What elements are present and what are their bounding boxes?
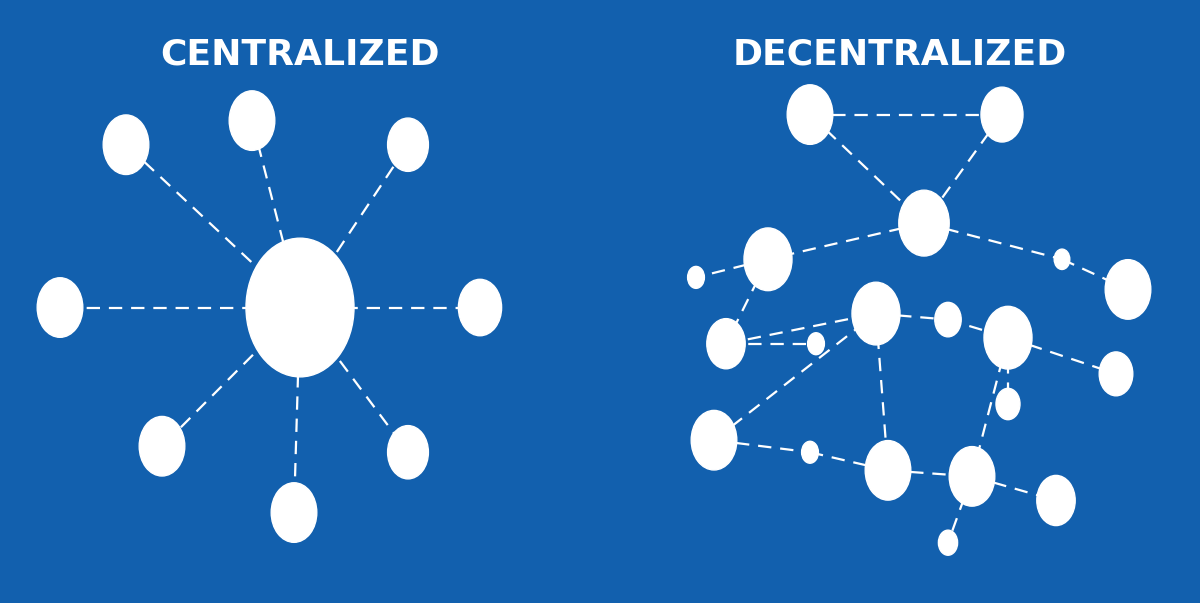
Ellipse shape: [1037, 475, 1075, 526]
Ellipse shape: [996, 388, 1020, 420]
Text: DECENTRALIZED: DECENTRALIZED: [733, 37, 1067, 71]
Ellipse shape: [1055, 249, 1070, 270]
Ellipse shape: [388, 426, 428, 479]
Ellipse shape: [388, 118, 428, 171]
Ellipse shape: [744, 228, 792, 291]
Ellipse shape: [802, 441, 818, 463]
Ellipse shape: [688, 267, 704, 288]
Ellipse shape: [103, 115, 149, 174]
Ellipse shape: [1105, 260, 1151, 319]
Ellipse shape: [949, 447, 995, 506]
Ellipse shape: [865, 441, 911, 500]
Ellipse shape: [787, 85, 833, 144]
Ellipse shape: [707, 318, 745, 369]
Ellipse shape: [691, 411, 737, 470]
Ellipse shape: [271, 483, 317, 542]
Ellipse shape: [852, 282, 900, 345]
Ellipse shape: [982, 87, 1022, 142]
Ellipse shape: [246, 238, 354, 377]
Ellipse shape: [458, 279, 502, 336]
Ellipse shape: [37, 278, 83, 337]
Ellipse shape: [899, 190, 949, 256]
Ellipse shape: [139, 417, 185, 476]
Ellipse shape: [935, 302, 961, 337]
Ellipse shape: [984, 306, 1032, 369]
Ellipse shape: [229, 91, 275, 150]
Ellipse shape: [1099, 352, 1133, 396]
Ellipse shape: [938, 530, 958, 555]
Ellipse shape: [808, 333, 824, 355]
Text: CENTRALIZED: CENTRALIZED: [161, 37, 439, 71]
